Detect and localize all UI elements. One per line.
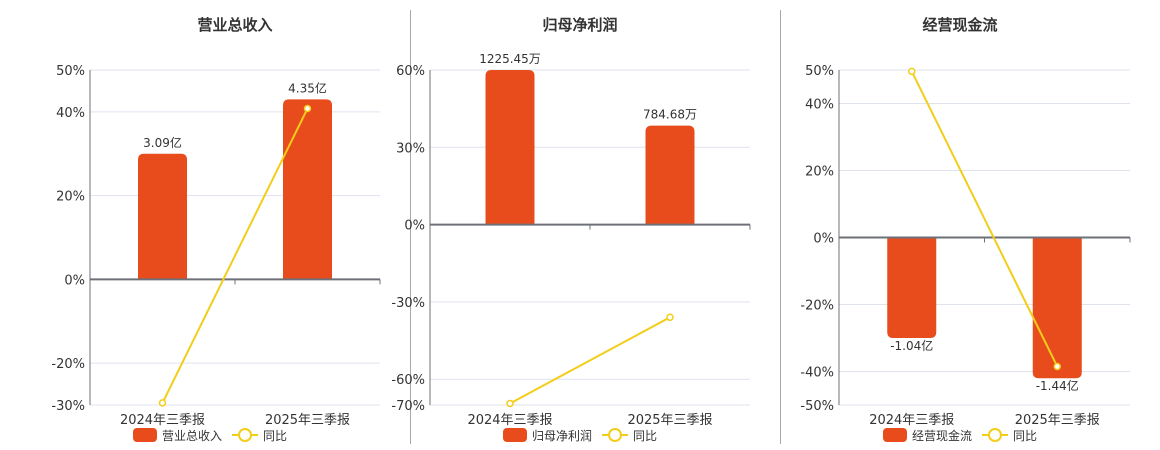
bar-value-label: -1.44亿 — [1036, 378, 1079, 393]
legend-line-label[interactable]: 同比 — [633, 428, 658, 443]
legend-bar-swatch[interactable] — [133, 428, 157, 442]
x-tick-label: 2025年三季报 — [627, 413, 712, 428]
legend-line-label[interactable]: 同比 — [263, 428, 288, 443]
bar-value-label: 1225.45万 — [479, 52, 541, 66]
y-tick-label: 30% — [396, 141, 425, 156]
yoy-point[interactable] — [506, 399, 514, 408]
bar[interactable] — [887, 237, 937, 339]
x-tick-label: 2024年三季报 — [120, 413, 205, 428]
panel-divider — [410, 10, 411, 444]
y-tick-label: -50% — [800, 399, 834, 414]
chart-revenue: -30% -20% 0% 20% 40% 50% 3.09亿 4.35亿 2024年三季报 202… — [51, 64, 381, 428]
bar-value-label: -1.04亿 — [890, 338, 933, 353]
yoy-point[interactable] — [1053, 362, 1061, 371]
bar[interactable] — [283, 99, 332, 280]
y-tick-label: 0% — [64, 273, 85, 288]
y-tick-label: 40% — [805, 98, 834, 113]
panel-divider — [780, 10, 781, 444]
legend-revenue: 营业总收入 同比 — [133, 427, 287, 443]
yoy-line — [509, 316, 671, 405]
y-tick-label: 0% — [813, 232, 834, 247]
x-tick-label: 2025年三季报 — [1015, 413, 1100, 428]
y-tick-label: -20% — [51, 357, 85, 372]
y-tick-label: 60% — [396, 64, 425, 79]
x-tick-label: 2024年三季报 — [467, 413, 552, 428]
bar[interactable] — [138, 153, 187, 280]
y-tick-label: -40% — [800, 366, 834, 381]
y-tick-label: 20% — [805, 165, 834, 180]
bar-value-label: 3.09亿 — [143, 135, 182, 150]
yoy-point[interactable] — [158, 399, 167, 407]
chart-title-cash-flow: 经营现金流 — [922, 16, 998, 34]
yoy-line — [910, 70, 1059, 367]
legend-cash-flow: 经营现金流 同比 — [883, 427, 1037, 443]
legend-bar-label[interactable]: 归母净利润 — [532, 428, 593, 443]
bar[interactable] — [1032, 237, 1082, 379]
yoy-point[interactable] — [303, 104, 312, 113]
y-tick-label: 50% — [56, 64, 85, 79]
chart-title-revenue: 营业总收入 — [197, 16, 273, 34]
y-tick-label: -30% — [51, 399, 85, 414]
y-tick-label: -30% — [391, 296, 425, 311]
y-tick-label: -70% — [391, 399, 425, 414]
y-tick-label: 0% — [404, 219, 425, 234]
yoy-line — [161, 108, 309, 404]
legend-bar-label[interactable]: 营业总收入 — [162, 428, 223, 443]
bar-value-label: 784.68万 — [643, 108, 697, 122]
y-tick-label: 50% — [805, 64, 834, 79]
y-tick-label: 20% — [56, 190, 85, 205]
yoy-point[interactable] — [908, 67, 916, 76]
chart-title-net-profit: 归母净利润 — [542, 16, 618, 34]
legend-line-icon[interactable] — [982, 428, 1009, 442]
legend-line-label[interactable]: 同比 — [1013, 428, 1038, 443]
y-tick-label: -20% — [800, 299, 834, 314]
y-tick-label: -60% — [391, 373, 425, 388]
y-tick-label: 40% — [56, 106, 85, 121]
legend-line-icon[interactable] — [602, 428, 629, 442]
x-tick-label: 2025年三季报 — [265, 413, 350, 428]
x-tick-label: 2024年三季报 — [869, 413, 954, 428]
bar[interactable] — [645, 125, 695, 225]
yoy-point[interactable] — [666, 313, 674, 322]
bar-value-label: 4.35亿 — [288, 80, 327, 95]
bar[interactable] — [485, 70, 535, 225]
legend-bar-swatch[interactable] — [503, 428, 527, 442]
legend-line-icon[interactable] — [232, 428, 259, 442]
legend-net-profit: 归母净利润 同比 — [503, 427, 657, 443]
legend-bar-swatch[interactable] — [883, 428, 907, 442]
legend-bar-label[interactable]: 经营现金流 — [912, 428, 973, 443]
